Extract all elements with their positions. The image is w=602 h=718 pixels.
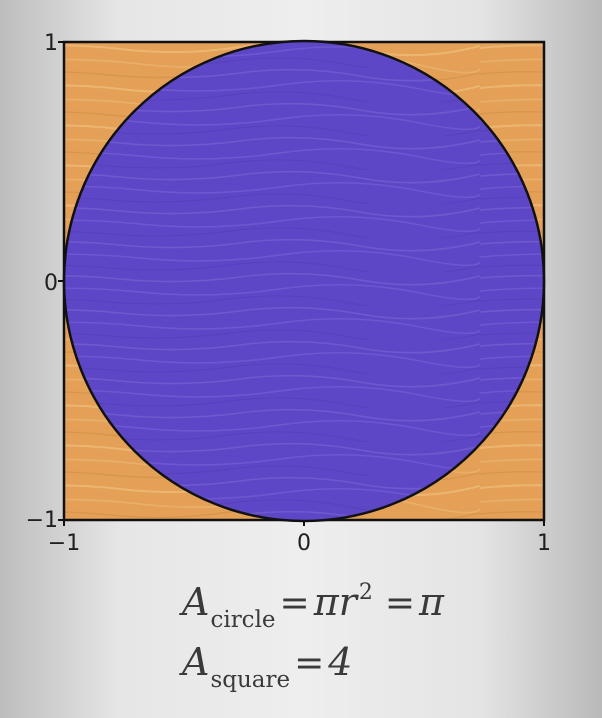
radius-symbol: r [338,580,357,624]
equals-sign: = [294,643,325,684]
equals-sign: = [384,583,416,624]
x-tick-label-left: −1 [48,531,80,556]
square-area-subscript: square [210,667,291,693]
square-area-result: 4 [328,640,353,684]
y-tick-label-bottom: −1 [26,508,58,533]
pi-symbol: π [313,580,339,624]
x-tick-label-right: 1 [537,531,551,556]
square-area-symbol: A [182,640,210,684]
circle-area-result: π [419,580,445,624]
circle-area-equation: Acircle = πr2 = π [182,580,444,633]
circle-area-symbol: A [182,580,210,624]
square-area-equation: Asquare = 4 [182,640,352,693]
circle-area-subscript: circle [210,607,276,633]
y-tick-label-mid: 0 [44,271,58,296]
x-tick-label-mid: 0 [297,531,311,556]
inscribed-circle [62,39,546,523]
y-tick-label-top: 1 [44,31,58,56]
exponent: 2 [358,580,373,605]
equals-sign: = [279,583,310,624]
